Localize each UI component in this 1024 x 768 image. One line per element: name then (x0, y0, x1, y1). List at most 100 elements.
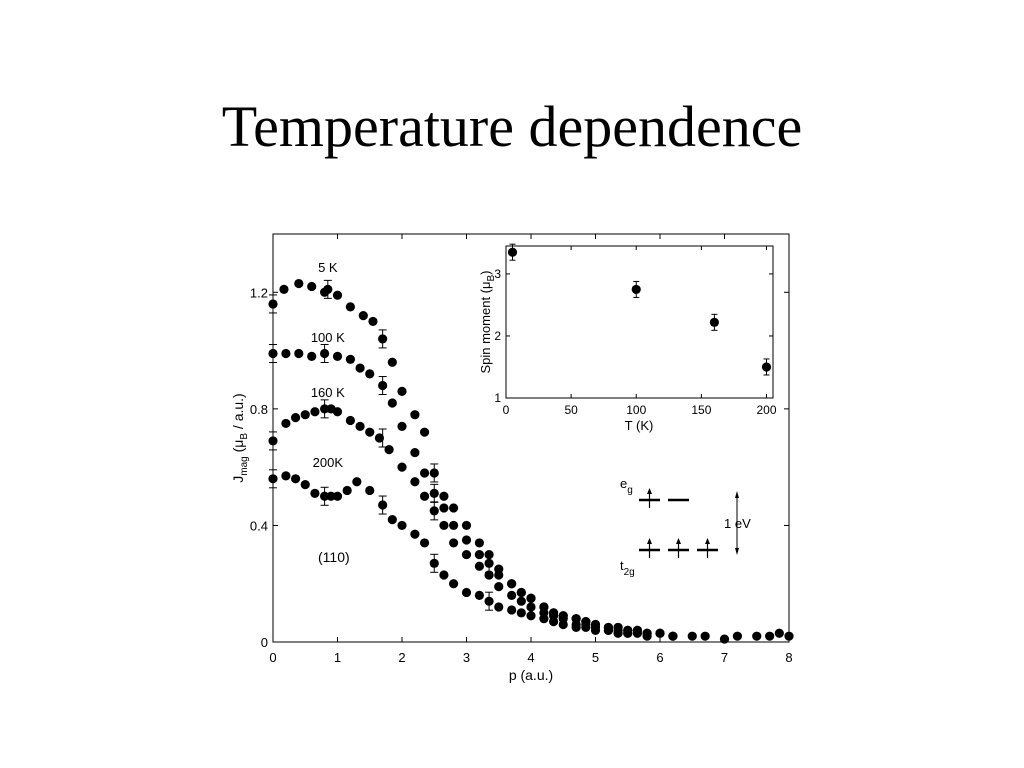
data-point (439, 570, 449, 580)
inset-data-point (507, 247, 518, 257)
inset-x-tick-label: 0 (503, 403, 510, 417)
data-point (419, 491, 430, 501)
data-point (281, 348, 291, 359)
data-point (774, 628, 784, 638)
x-tick-label: 2 (398, 650, 405, 665)
data-point (358, 311, 368, 321)
gap-label: 1 eV (724, 516, 751, 531)
data-point (687, 631, 697, 641)
data-point (507, 605, 517, 615)
data-point (410, 447, 420, 458)
data-point (345, 354, 355, 364)
data-point (355, 421, 365, 431)
slide-title: Temperature dependence (221, 94, 803, 159)
data-point (326, 491, 336, 501)
data-point (603, 625, 614, 635)
inset-data-point (709, 317, 719, 327)
data-point (342, 485, 352, 496)
x-tick-label: 1 (334, 650, 341, 665)
data-point (474, 538, 484, 548)
data-point (439, 503, 449, 513)
data-point (765, 631, 775, 641)
data-point (310, 488, 320, 498)
data-point (516, 596, 526, 606)
data-point (332, 491, 343, 501)
data-point (352, 477, 362, 487)
data-point (590, 625, 601, 635)
data-point (410, 410, 420, 420)
data-point (397, 421, 407, 431)
data-point (294, 278, 304, 289)
inset-data-point (631, 284, 641, 295)
series-label: 5 K (318, 260, 338, 275)
data-point (507, 590, 517, 600)
data-point (449, 538, 459, 548)
data-point (539, 614, 549, 624)
data-point (526, 593, 536, 603)
inset-y-tick-label: 3 (494, 267, 501, 281)
main-data-points (268, 278, 794, 644)
inset-x-tick-label: 150 (691, 403, 711, 417)
data-point (655, 628, 665, 638)
annotation-110: (110) (318, 549, 350, 565)
data-point (439, 491, 449, 501)
data-point (310, 407, 320, 417)
data-point (332, 407, 343, 417)
main-x-axis-label: p (a.u.) (509, 667, 553, 683)
data-point (516, 587, 526, 598)
data-point (516, 608, 526, 618)
spin-up-arrowhead (676, 538, 681, 544)
inset-x-axis-label: T (K) (625, 418, 654, 433)
gap-arrowhead-up (735, 491, 739, 498)
data-point (279, 284, 289, 294)
data-point (384, 445, 394, 455)
data-point (613, 628, 623, 638)
data-point (526, 602, 536, 612)
gap-arrowhead-down (735, 548, 739, 555)
data-point (365, 369, 375, 379)
x-tick-label: 8 (785, 650, 792, 665)
data-point (571, 622, 581, 633)
data-point (719, 634, 730, 644)
inset-y-axis-label: Spin moment (μB) (478, 270, 497, 373)
data-point (581, 622, 591, 633)
data-point (397, 386, 407, 396)
data-point (449, 520, 459, 531)
data-point (410, 529, 420, 539)
data-point (365, 427, 375, 437)
x-tick-label: 5 (592, 650, 599, 665)
t2g-label: t2g (620, 558, 635, 578)
data-point (632, 628, 643, 638)
data-point (300, 480, 310, 490)
data-point (461, 587, 472, 598)
data-point (642, 631, 652, 641)
y-tick-label: 1.2 (250, 285, 268, 300)
data-point (368, 316, 378, 327)
data-point (623, 628, 633, 638)
x-tick-label: 0 (269, 650, 276, 665)
data-point (290, 413, 301, 423)
data-point (281, 418, 291, 429)
data-point (397, 520, 407, 531)
main-y-axis-label: Jmag (μB / a.u.) (230, 393, 250, 482)
series-label: 200K (313, 455, 344, 470)
data-point (494, 570, 504, 580)
data-point (355, 363, 365, 373)
data-point (461, 535, 472, 545)
data-point (461, 549, 472, 560)
x-tick-label: 7 (721, 650, 728, 665)
energy-level-diagram: eg t2g 1 eV (620, 476, 751, 578)
data-point (290, 474, 301, 484)
x-tick-label: 6 (656, 650, 663, 665)
data-point (732, 631, 743, 641)
inset-x-tick-label: 200 (756, 403, 776, 417)
y-tick-label: 0.8 (250, 402, 268, 417)
data-point (558, 619, 568, 630)
main-series-labels: 5 K 100 K 160 K 200K (311, 260, 345, 470)
data-point (419, 538, 430, 548)
data-point (752, 631, 762, 641)
data-point (507, 579, 517, 589)
data-point (397, 462, 407, 472)
data-point (419, 427, 430, 437)
